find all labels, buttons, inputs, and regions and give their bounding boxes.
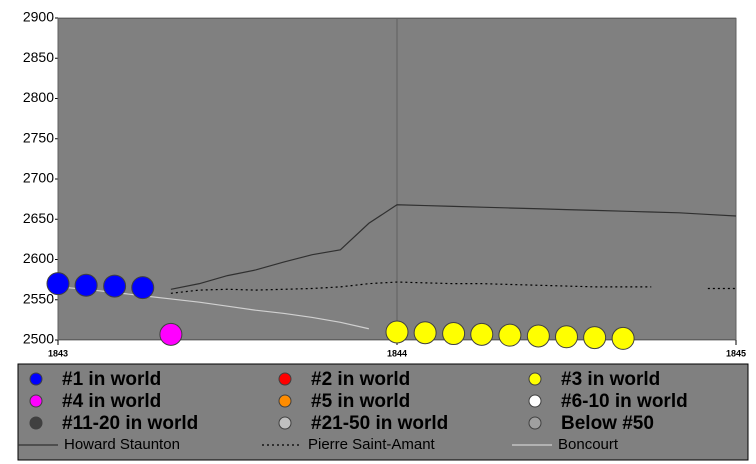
y-tick-label: 2850 <box>23 49 54 65</box>
rank-marker <box>611 326 635 350</box>
legend-marker <box>278 416 292 430</box>
rank-marker <box>385 320 409 344</box>
legend-marker <box>528 394 542 408</box>
legend-label: Howard Staunton <box>64 436 180 453</box>
legend-label: Below #50 <box>561 413 654 434</box>
rank-marker <box>583 326 607 350</box>
legend-marker <box>528 372 542 386</box>
rank-marker <box>159 322 183 346</box>
legend-marker <box>29 372 43 386</box>
legend-marker <box>278 394 292 408</box>
y-tick-label: 2750 <box>23 129 54 145</box>
legend-marker <box>278 372 292 386</box>
legend-label: #3 in world <box>561 369 660 390</box>
x-tick-label: 1843 <box>48 348 68 358</box>
y-tick-label: 2900 <box>23 9 54 25</box>
rank-marker <box>470 322 494 346</box>
y-tick-label: 2800 <box>23 89 54 105</box>
legend-marker <box>29 416 43 430</box>
x-tick-label: 1845 <box>726 348 746 358</box>
rank-marker <box>131 276 155 300</box>
rank-marker <box>413 321 437 345</box>
y-tick-label: 2550 <box>23 290 54 306</box>
series-line <box>170 204 737 290</box>
rank-marker <box>526 324 550 348</box>
series-line <box>170 281 736 294</box>
y-tick-label: 2500 <box>23 331 54 347</box>
y-tick-label: 2650 <box>23 210 54 226</box>
legend-label: #1 in world <box>62 369 161 390</box>
legend-label: #5 in world <box>311 391 410 412</box>
legend-label: #11-20 in world <box>62 413 198 434</box>
legend-label: #21-50 in world <box>311 413 448 434</box>
rank-marker <box>103 274 127 298</box>
legend-label: Boncourt <box>558 436 619 453</box>
legend-box <box>17 363 749 461</box>
y-tick-label: 2600 <box>23 250 54 266</box>
legend-marker <box>29 394 43 408</box>
rank-marker <box>46 272 70 296</box>
rank-marker <box>498 323 522 347</box>
rank-marker <box>74 273 98 297</box>
rank-marker <box>442 322 466 346</box>
x-tick-label: 1844 <box>387 348 407 358</box>
legend-label: #2 in world <box>311 369 410 390</box>
legend-label: #6-10 in world <box>561 391 688 412</box>
legend-marker <box>528 416 542 430</box>
rank-marker <box>555 325 578 349</box>
legend-label: Pierre Saint-Amant <box>308 436 436 453</box>
y-tick-label: 2700 <box>23 170 54 186</box>
legend-label: #4 in world <box>62 391 161 412</box>
